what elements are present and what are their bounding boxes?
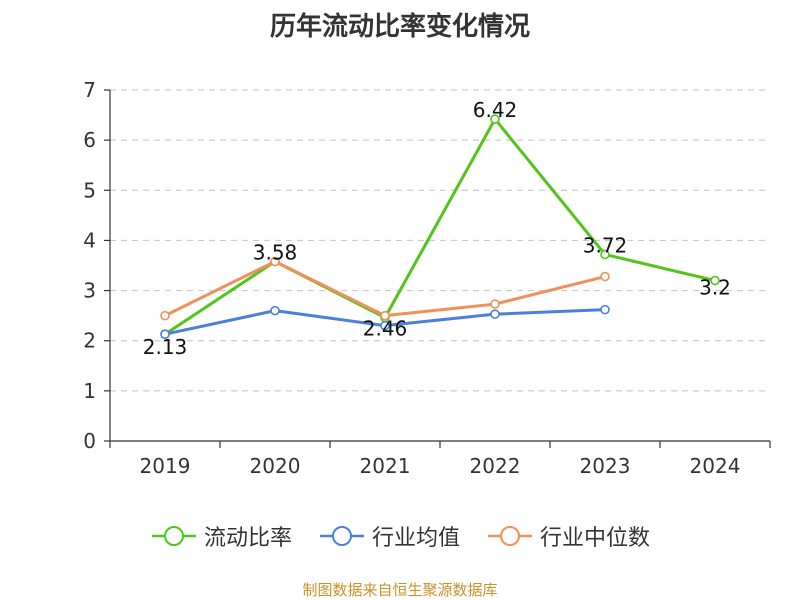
x-tick-label-1: 2020 xyxy=(250,454,301,478)
point-series-1-4 xyxy=(600,304,610,315)
y-tick-label-7: 7 xyxy=(83,78,96,102)
series-line-2 xyxy=(164,259,606,318)
legend-marker-series-2 xyxy=(488,526,532,546)
x-tick-label-2: 2021 xyxy=(360,454,411,478)
point-series-2-4 xyxy=(600,271,610,282)
data-label-5: 3.2 xyxy=(699,276,731,300)
legend: 流动比率 行业均值 行业中位数 xyxy=(0,520,800,552)
data-label-2: 2.46 xyxy=(363,317,408,341)
legend-marker-series-0 xyxy=(151,526,196,546)
x-tick-label-5: 2024 xyxy=(690,454,741,478)
legend-marker-series-1 xyxy=(319,526,364,546)
data-label-3: 6.42 xyxy=(473,98,518,122)
y-tick-label-2: 2 xyxy=(83,329,96,353)
source-note: 制图数据来自恒生聚源数据库 xyxy=(302,581,498,599)
series-line-0 xyxy=(164,117,716,336)
legend-item-series-0[interactable]: 流动比率 xyxy=(150,520,292,552)
legend-label-series-2: 行业中位数 xyxy=(540,526,651,551)
legend-item-series-2[interactable]: 行业中位数 xyxy=(486,520,650,552)
point-series-0-5 xyxy=(710,275,720,286)
y-tick-label-6: 6 xyxy=(83,128,96,152)
legend-label-series-1: 行业均值 xyxy=(371,526,460,551)
data-label-0: 2.13 xyxy=(143,335,188,359)
data-label-4: 3.72 xyxy=(583,233,628,257)
x-tick-label-0: 2019 xyxy=(140,454,191,478)
point-series-1-1 xyxy=(270,305,280,316)
y-tick-label-0: 0 xyxy=(83,429,96,453)
y-tick-label-4: 4 xyxy=(83,228,96,252)
point-series-1-0 xyxy=(160,329,170,339)
y-tick-label-5: 5 xyxy=(83,178,96,202)
chart-title: 历年流动比率变化情况 xyxy=(269,12,530,42)
point-series-1-3 xyxy=(490,309,500,319)
legend-label-series-0: 流动比率 xyxy=(203,526,292,551)
y-tick-label-3: 3 xyxy=(83,279,96,303)
point-series-1-2 xyxy=(380,320,390,331)
x-tick-label-4: 2023 xyxy=(580,454,631,478)
point-series-0-4 xyxy=(600,249,610,260)
point-series-2-2 xyxy=(380,310,390,321)
x-tick-label-3: 2022 xyxy=(470,454,521,478)
point-series-2-1 xyxy=(270,256,280,267)
y-tick-label-1: 1 xyxy=(83,379,96,403)
point-series-2-3 xyxy=(490,299,500,309)
data-label-1: 3.58 xyxy=(253,240,298,264)
legend-item-series-1[interactable]: 行业均值 xyxy=(318,520,460,552)
point-series-0-3 xyxy=(490,114,500,124)
point-series-2-0 xyxy=(160,310,170,321)
